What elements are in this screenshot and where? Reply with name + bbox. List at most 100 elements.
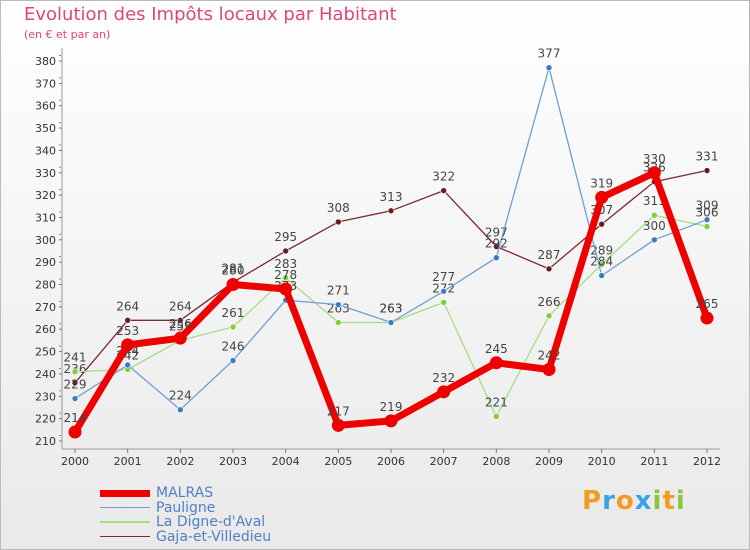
point-gaja-et-villedieu-2005 — [335, 218, 342, 226]
y-tick-label-260: 260 — [35, 323, 56, 336]
data-label-malras-2007: 232 — [432, 371, 455, 385]
proxiti-logo: Proxiti — [582, 486, 686, 516]
legend-swatch-gaja-et-villedieu — [100, 535, 150, 538]
data-label-gaja-et-villedieu-2005: 308 — [327, 201, 350, 215]
point-pauligne-2001 — [124, 361, 131, 369]
point-la-digne-d-aval-2000 — [71, 368, 79, 376]
point-la-digne-d-aval-2008 — [493, 413, 500, 420]
logo-letter-5: t — [662, 486, 676, 516]
point-malras-2008 — [489, 356, 503, 370]
legend-swatch-pauligne — [100, 506, 150, 509]
y-tick-label-380: 380 — [35, 55, 56, 68]
point-pauligne-2011 — [651, 236, 658, 244]
data-label-la-digne-d-aval-2004: 283 — [274, 257, 297, 271]
point-malras-2006 — [384, 414, 398, 428]
data-label-la-digne-d-aval-2006: 263 — [380, 302, 403, 316]
data-label-gaja-et-villedieu-2009: 287 — [538, 248, 561, 262]
y-tick-label-290: 290 — [35, 256, 56, 269]
point-la-digne-d-aval-2007 — [440, 299, 447, 306]
x-tick-label-2008: 2008 — [482, 455, 510, 468]
data-label-malras-2005: 217 — [327, 404, 350, 418]
point-gaja-et-villedieu-2012 — [703, 167, 711, 174]
x-tick-label-2000: 2000 — [61, 455, 89, 468]
data-label-malras-2010: 319 — [590, 176, 613, 190]
x-tick-label-2011: 2011 — [640, 455, 668, 468]
legend-swatch-malras — [100, 489, 150, 497]
data-label-malras-2003: 280 — [222, 264, 245, 278]
data-label-malras-2000: 214 — [64, 411, 87, 425]
y-tick-label-270: 270 — [35, 301, 56, 314]
data-label-gaja-et-villedieu-2001: 264 — [116, 299, 139, 313]
logo-letter-1: r — [602, 486, 616, 516]
point-gaja-et-villedieu-2000 — [71, 379, 79, 387]
series-line-pauligne — [74, 67, 708, 411]
y-tick-label-370: 370 — [35, 77, 56, 90]
point-la-digne-d-aval-2005 — [335, 319, 342, 326]
data-label-la-digne-d-aval-2000: 241 — [64, 351, 87, 365]
y-tick-label-310: 310 — [35, 211, 56, 224]
data-label-malras-2006: 219 — [380, 400, 403, 414]
point-malras-2010 — [595, 190, 609, 204]
y-tick-label-240: 240 — [35, 368, 56, 381]
point-gaja-et-villedieu-2007 — [440, 187, 447, 194]
line-chart: 210 220 230 240 250 260 270 280 290 300 310 320 330 3… — [35, 47, 721, 468]
data-label-pauligne-2007: 277 — [432, 270, 455, 284]
data-label-pauligne-2005: 271 — [327, 284, 350, 298]
y-tick-label-250: 250 — [35, 346, 56, 359]
data-label-malras-2011: 330 — [643, 152, 666, 166]
point-malras-2012 — [700, 311, 714, 325]
point-malras-2001 — [121, 338, 135, 352]
data-label-pauligne-2009: 377 — [538, 47, 561, 61]
x-tick-label-2010: 2010 — [588, 455, 616, 468]
data-label-gaja-et-villedieu-2006: 313 — [380, 190, 403, 204]
y-tick-label-330: 330 — [35, 167, 56, 180]
point-malras-2007 — [437, 385, 451, 399]
y-tick-label-280: 280 — [35, 279, 56, 292]
point-malras-2005 — [331, 418, 345, 432]
point-pauligne-2000 — [71, 395, 79, 402]
point-la-digne-d-aval-2012 — [703, 223, 711, 230]
x-tick-label-2009: 2009 — [535, 455, 563, 468]
point-pauligne-2009 — [545, 64, 553, 72]
data-label-la-digne-d-aval-2008: 221 — [485, 395, 508, 409]
logo-letter-6: i — [675, 486, 686, 516]
data-label-malras-2002: 256 — [169, 317, 192, 331]
logo-letter-3: x — [634, 486, 653, 516]
data-label-la-digne-d-aval-2012: 306 — [696, 205, 719, 219]
y-tick-label-230: 230 — [35, 390, 56, 403]
point-gaja-et-villedieu-2009 — [545, 265, 553, 273]
x-tick-label-2003: 2003 — [219, 455, 247, 468]
x-tick-label-2004: 2004 — [272, 455, 300, 468]
point-pauligne-2012 — [703, 216, 711, 224]
point-malras-2000 — [68, 425, 82, 439]
point-la-digne-d-aval-2003 — [229, 323, 237, 331]
point-gaja-et-villedieu-2001 — [124, 316, 131, 324]
data-label-malras-2009: 242 — [538, 348, 561, 362]
point-la-digne-d-aval-2009 — [545, 312, 553, 320]
y-tick-label-340: 340 — [35, 144, 56, 157]
point-gaja-et-villedieu-2010 — [598, 220, 605, 228]
x-tick-label-2002: 2002 — [166, 455, 194, 468]
point-malras-2004 — [279, 282, 293, 296]
point-la-digne-d-aval-2011 — [651, 211, 658, 219]
x-tick-label-2006: 2006 — [377, 455, 405, 468]
chart-subtitle: (en € et par an) — [24, 28, 111, 41]
point-pauligne-2007 — [440, 287, 447, 295]
x-tick-label-2012: 2012 — [693, 455, 721, 468]
data-label-malras-2012: 265 — [696, 297, 719, 311]
data-label-malras-2004: 278 — [274, 268, 297, 282]
y-tick-label-300: 300 — [35, 234, 56, 247]
data-label-pauligne-2000: 229 — [64, 378, 87, 392]
point-pauligne-2003 — [229, 357, 237, 364]
data-label-pauligne-2002: 224 — [169, 389, 192, 403]
y-tick-label-220: 220 — [35, 413, 56, 426]
point-malras-2011 — [647, 166, 661, 180]
data-label-gaja-et-villedieu-2004: 295 — [274, 230, 297, 244]
y-tick-label-210: 210 — [35, 435, 56, 448]
point-pauligne-2005 — [335, 301, 342, 308]
point-pauligne-2010 — [598, 272, 605, 279]
y-tick-label-320: 320 — [35, 189, 56, 202]
data-label-gaja-et-villedieu-2007: 322 — [432, 170, 455, 184]
point-pauligne-2008 — [493, 254, 500, 262]
data-label-pauligne-2012: 309 — [696, 199, 719, 213]
